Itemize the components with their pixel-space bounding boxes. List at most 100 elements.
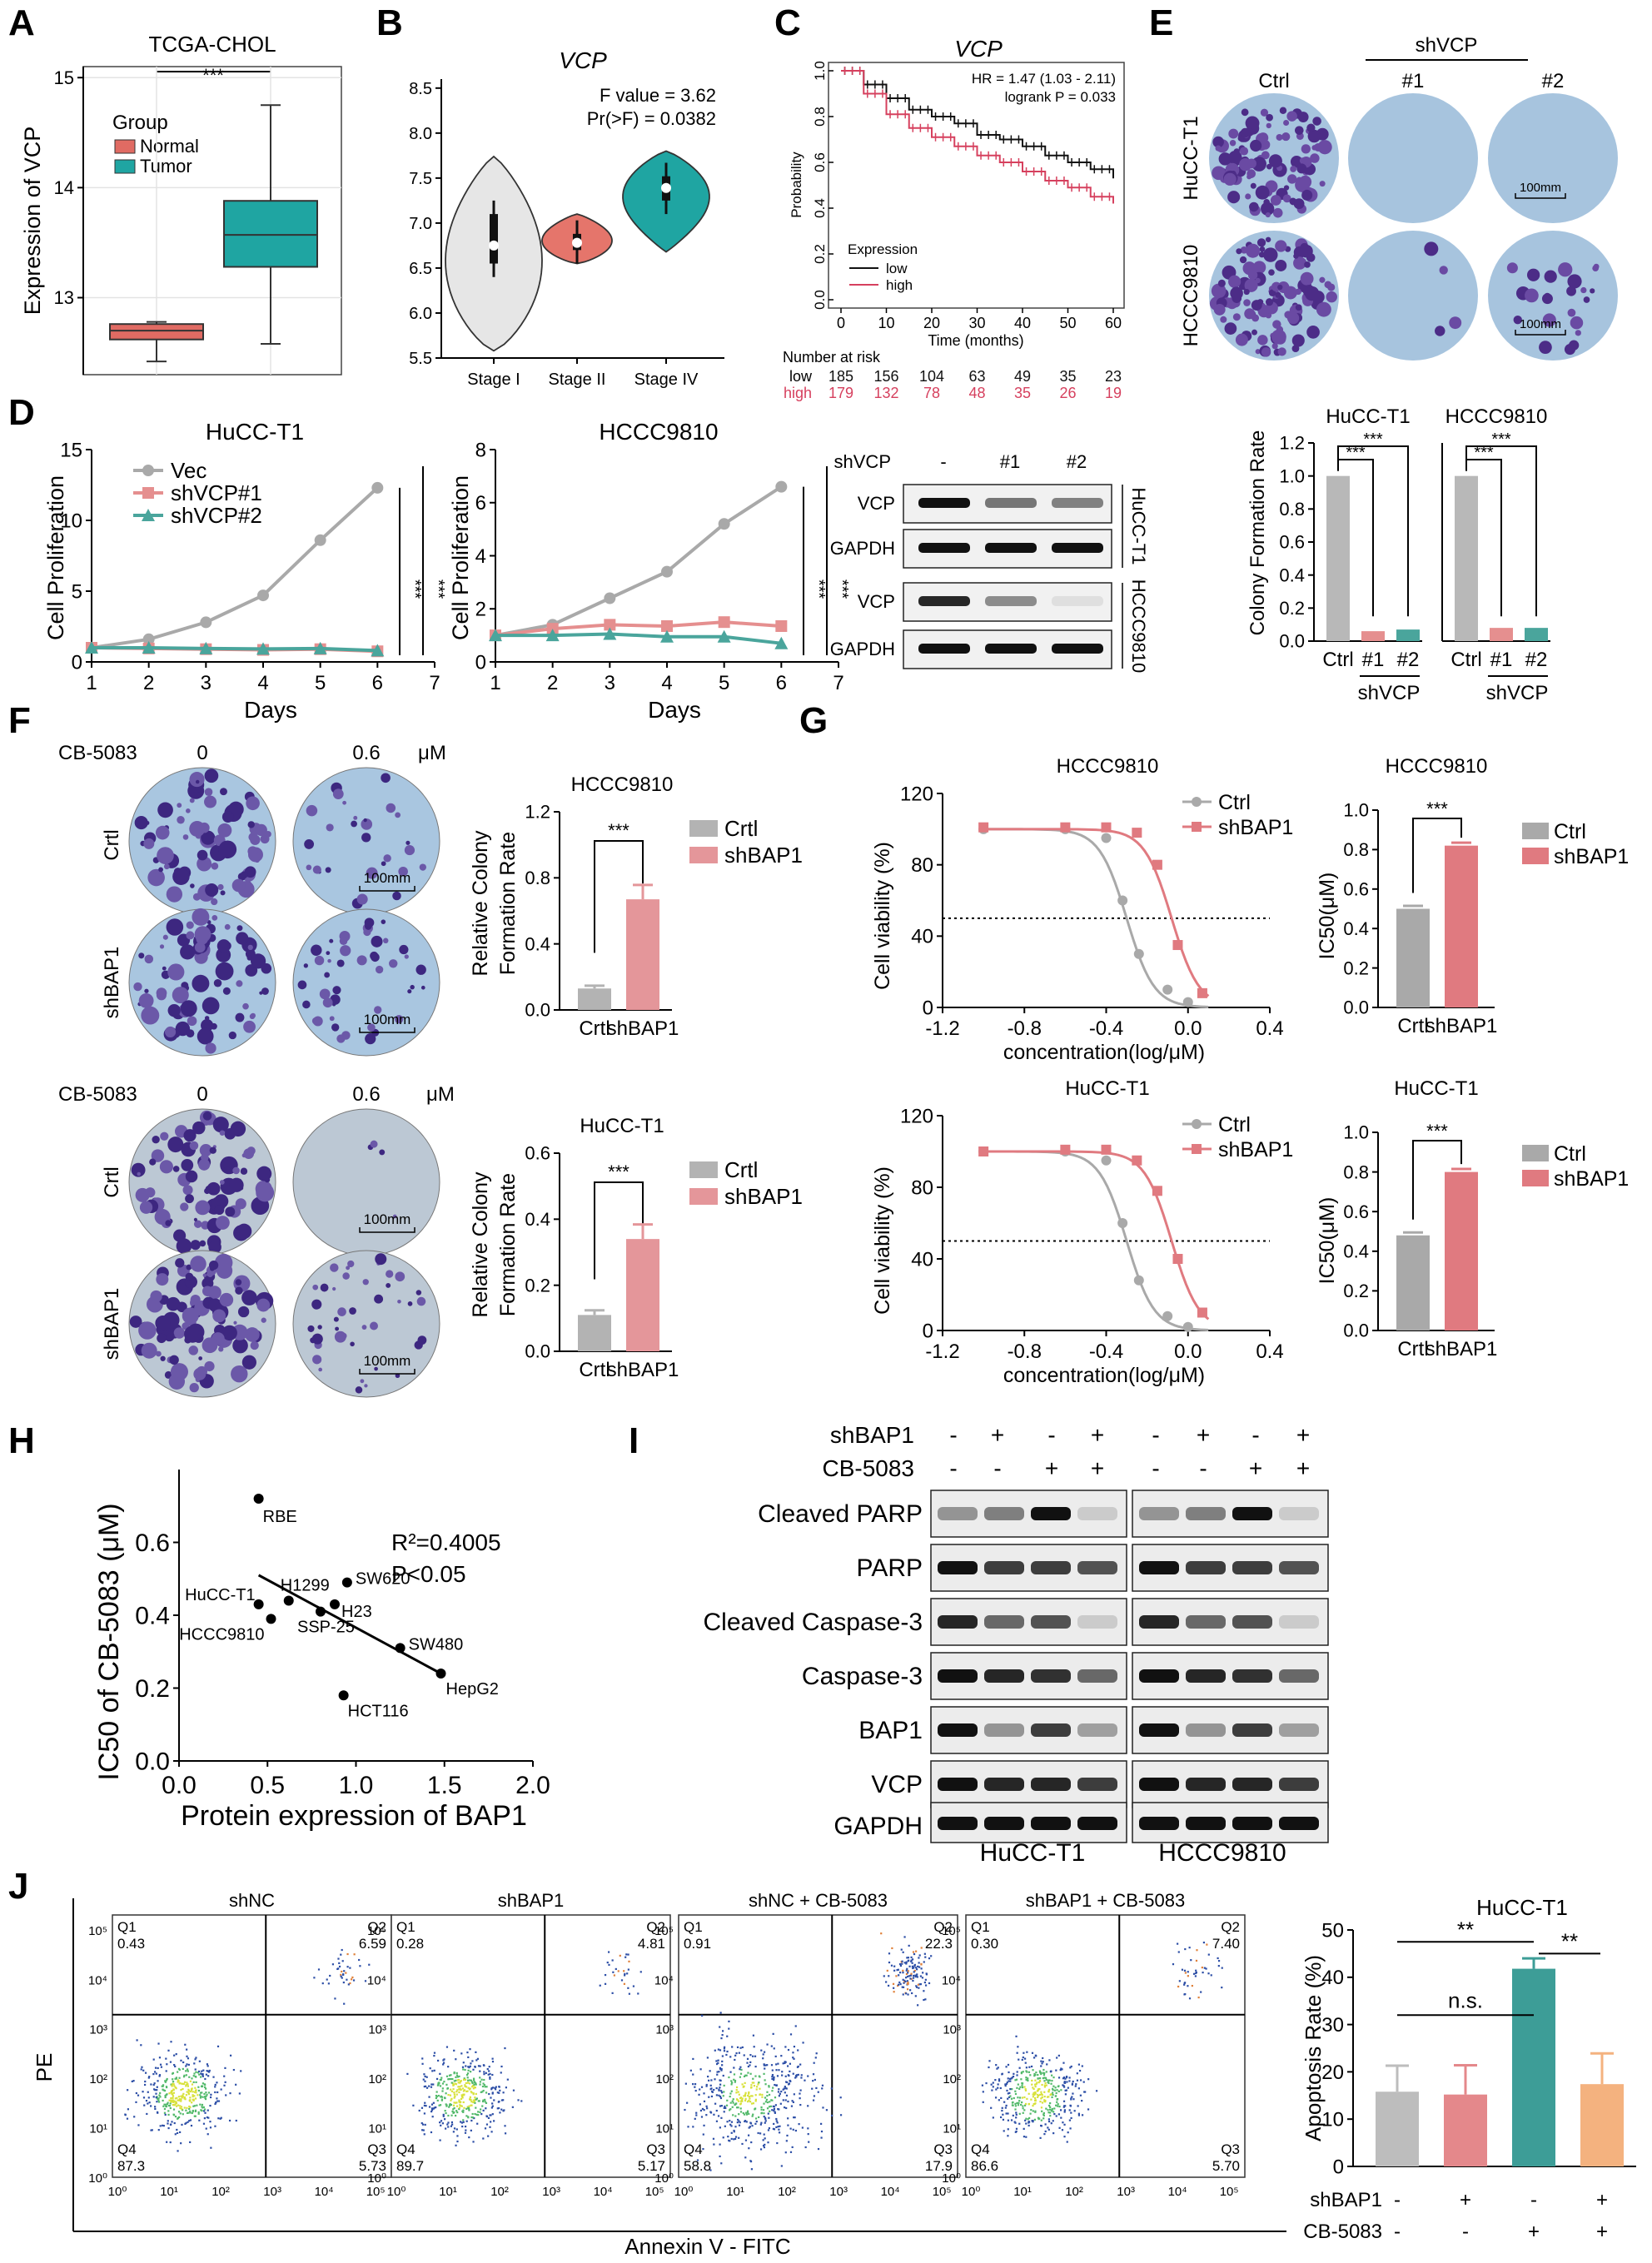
panel-j-event — [453, 2096, 455, 2099]
panel-j-event — [459, 2104, 461, 2106]
panel-j-event — [1051, 2074, 1053, 2076]
panel-j-event — [451, 2110, 454, 2113]
colony — [361, 818, 373, 830]
colony — [211, 862, 219, 870]
panel-i-sign: - — [993, 1455, 1001, 1481]
panel-j-event — [167, 2101, 169, 2104]
panel-j-event — [918, 1954, 921, 1957]
colony — [241, 1153, 246, 1158]
panel-j-event — [1051, 2096, 1053, 2099]
panel-j-event — [745, 2074, 748, 2076]
panel-j-event — [1039, 2093, 1042, 2096]
colony — [1304, 286, 1320, 301]
panel-f-legend-key — [689, 820, 718, 837]
panel-label-j: J — [8, 1866, 28, 1907]
panel-i-band — [1186, 1778, 1226, 1791]
panel-d-blot-band — [1052, 644, 1103, 654]
panel-f-drug-bottom: CB-5083 — [58, 1083, 137, 1106]
panel-d-xtick-label: 5 — [719, 672, 729, 694]
panel-j-event — [482, 2109, 485, 2111]
panel-j-event — [1206, 1943, 1208, 1946]
panel-j-event — [627, 1953, 629, 1956]
panel-j-event — [439, 2121, 441, 2124]
panel-j-sig: ** — [1561, 1929, 1578, 1954]
panel-j-event — [437, 2094, 440, 2097]
panel-g-viability: Cell viability (%) Cell viability (%) co… — [871, 755, 1629, 1387]
panel-j-event — [1044, 2081, 1047, 2085]
panel-j-event — [482, 2089, 485, 2092]
panel-e-sig: *** — [1346, 444, 1366, 462]
panel-j-event — [186, 2091, 188, 2093]
panel-j-event — [430, 2110, 433, 2113]
panel-j-xtick-label: 10³ — [1117, 2185, 1135, 2199]
panel-j-event — [754, 2094, 757, 2096]
colony — [351, 820, 357, 828]
colony — [312, 1284, 319, 1291]
panel-j-event — [1200, 1991, 1202, 1993]
panel-j-event — [465, 2107, 468, 2110]
panel-j-event — [721, 2060, 724, 2062]
panel-j-event — [1063, 2086, 1066, 2088]
panel-g-ytick-label: 80 — [911, 1176, 933, 1199]
panel-j-event — [918, 1962, 920, 1964]
panel-j-event — [497, 2106, 500, 2110]
panel-c-xtick-label: 20 — [923, 315, 940, 331]
panel-g-point — [1101, 833, 1112, 843]
panel-j-q2-value: 4.81 — [638, 1936, 665, 1952]
panel-i-sign: - — [1152, 1455, 1159, 1481]
panel-j-event — [746, 2111, 749, 2114]
panel-j-event — [719, 2096, 723, 2100]
colony — [1449, 316, 1462, 330]
panel-j-event — [465, 2120, 468, 2122]
panel-j-event — [1025, 2136, 1028, 2138]
panel-j-event — [349, 1967, 351, 1969]
panel-j-q1-value: 0.30 — [971, 1936, 998, 1952]
panel-i-sign: + — [1091, 1422, 1104, 1448]
panel-j-event — [753, 2046, 755, 2048]
panel-j-event — [692, 2073, 694, 2076]
panel-j-event — [1081, 2065, 1083, 2067]
colony — [149, 1158, 157, 1166]
panel-j-event — [495, 2088, 497, 2091]
colony-plate — [292, 1108, 440, 1256]
panel-j-event — [214, 2091, 216, 2094]
panel-label-h: H — [8, 1420, 35, 1461]
panel-j-event — [214, 2125, 216, 2127]
panel-j-event — [1035, 2072, 1037, 2074]
colony — [1235, 333, 1248, 346]
panel-j-event — [204, 2083, 206, 2086]
panel-j-event — [1050, 2122, 1052, 2125]
panel-j-event — [1052, 2087, 1054, 2090]
panel-j-event — [166, 2103, 169, 2106]
panel-j-event — [821, 2084, 824, 2086]
panel-j-event — [445, 2083, 448, 2086]
panel-g-bar-ytick-label: 1.0 — [1343, 1122, 1369, 1143]
panel-j-event — [731, 2046, 734, 2048]
panel-j-event — [135, 2101, 137, 2103]
colony — [356, 893, 368, 905]
panel-j-event — [187, 2070, 189, 2072]
panel-j-event — [1195, 1969, 1197, 1972]
panel-j-event — [473, 2083, 475, 2086]
panel-e-ytick-label: 0.8 — [1279, 499, 1305, 520]
panel-j-event — [440, 2099, 443, 2101]
panel-j-event — [194, 2086, 197, 2089]
panel-j-event — [181, 2082, 183, 2085]
colony — [180, 1000, 197, 1017]
panel-j-event — [716, 2062, 719, 2066]
panel-e-sig-bracket-outer — [1337, 445, 1409, 617]
panel-j-event — [147, 2091, 149, 2093]
panel-j-ytick-label: 10¹ — [943, 2122, 961, 2136]
panel-j-event — [1047, 2096, 1050, 2098]
panel-d-xtick-label: 5 — [315, 672, 326, 694]
panel-j-event — [1011, 2088, 1013, 2091]
panel-j-event — [749, 2064, 751, 2067]
colony — [245, 1327, 260, 1342]
panel-j-event — [764, 2137, 766, 2140]
panel-j-event — [800, 2076, 803, 2079]
panel-c-ytick-label: 0.2 — [812, 244, 828, 264]
panel-j-event — [733, 2138, 735, 2141]
panel-j-event — [723, 2084, 725, 2087]
panel-i-band — [1077, 1561, 1117, 1574]
panel-j-q2-value: 7.40 — [1212, 1936, 1240, 1952]
